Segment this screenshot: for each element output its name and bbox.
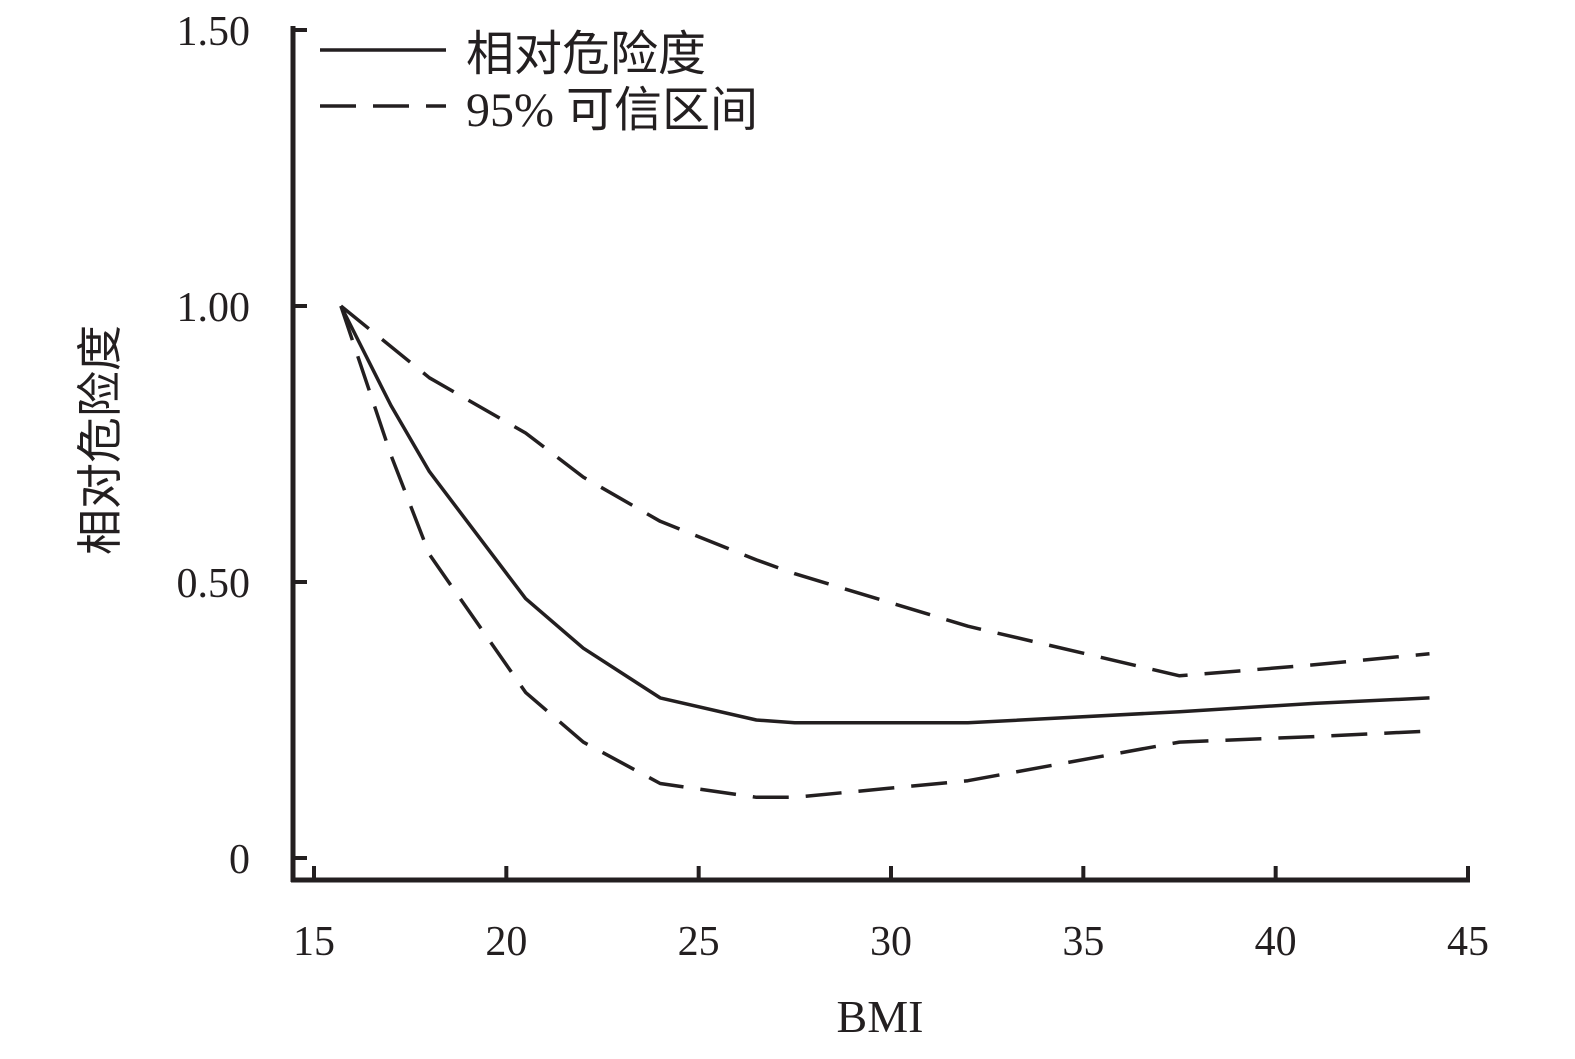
legend-label-relative-risk: 相对危险度 xyxy=(466,28,706,81)
y-ticks: 0 0.50 1.00 1.50 xyxy=(177,9,307,883)
x-axis-title: BMI xyxy=(837,991,924,1042)
x-tick-label: 35 xyxy=(1062,919,1104,965)
x-ticks: 15 20 25 30 35 40 45 xyxy=(293,866,1489,965)
legend-label-confidence-interval: 95% 可信区间 xyxy=(466,84,758,137)
axes xyxy=(290,26,1470,883)
legend: 相对危险度 95% 可信区间 xyxy=(320,28,758,137)
series-line-ci-lower xyxy=(339,305,1430,800)
x-tick-label: 40 xyxy=(1255,919,1297,965)
y-tick-label: 0.50 xyxy=(177,561,251,607)
series-line-relative-risk xyxy=(339,305,1430,725)
y-axis-title: 相对危险度 xyxy=(75,325,126,555)
y-tick-label: 0 xyxy=(229,837,250,883)
x-tick-label: 15 xyxy=(293,919,335,965)
series-group xyxy=(339,304,1430,800)
x-tick-label: 20 xyxy=(485,919,527,965)
x-tick-label: 45 xyxy=(1447,919,1489,965)
y-tick-label: 1.00 xyxy=(177,285,251,331)
series-line-ci-upper xyxy=(339,304,1430,678)
x-tick-label: 25 xyxy=(678,919,720,965)
x-tick-label: 30 xyxy=(870,919,912,965)
y-tick-label: 1.50 xyxy=(177,9,251,55)
